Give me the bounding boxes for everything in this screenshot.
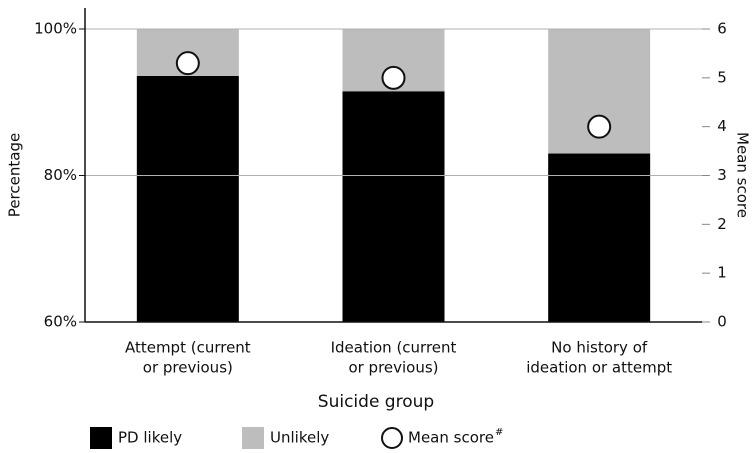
y2-tick-label: 5 [717, 68, 727, 86]
x-tick-label: No history of [551, 339, 648, 357]
y2-axis-title: Mean score [734, 132, 752, 218]
y-tick-label: 80% [44, 166, 77, 184]
y-tick-label: 100% [34, 20, 77, 38]
y2-tick-label: 2 [717, 215, 727, 233]
x-tick-label: Attempt (current [125, 339, 251, 357]
y-tick-label: 60% [44, 313, 77, 331]
y2-tick-label: 1 [717, 264, 727, 282]
legend-label: Unlikely [270, 429, 329, 447]
bar-segment [548, 153, 651, 322]
y-axis-title: Percentage [6, 133, 24, 217]
x-tick-label: Ideation (current [331, 339, 457, 357]
y2-tick-label: 6 [717, 20, 727, 38]
legend-label: Mean score [408, 429, 494, 447]
x-tick-label: or previous) [348, 359, 438, 377]
legend-marker [381, 427, 403, 449]
legend-label: PD likely [118, 429, 182, 447]
y2-tick-label: 0 [717, 313, 727, 331]
y2-tick-label: 4 [717, 117, 727, 135]
mean-marker [381, 65, 406, 90]
mean-marker [587, 114, 612, 139]
bar-segment [342, 91, 445, 322]
legend-superscript: # [495, 427, 503, 438]
mean-marker [175, 51, 200, 76]
legend-swatch [242, 427, 264, 449]
x-tick-label: ideation or attempt [526, 359, 672, 377]
y2-tick-label: 3 [717, 166, 727, 184]
x-axis-title: Suicide group [318, 392, 434, 412]
legend-swatch [90, 427, 112, 449]
bar-segment [136, 75, 239, 322]
x-tick-label: or previous) [143, 359, 233, 377]
